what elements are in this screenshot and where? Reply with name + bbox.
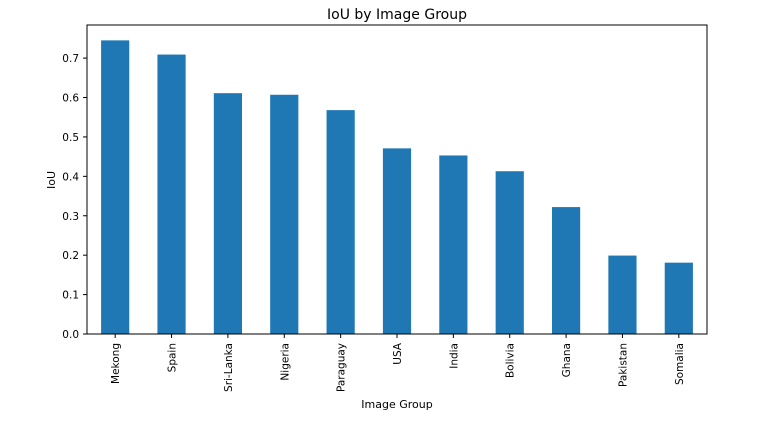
x-tick-label: Nigeria xyxy=(279,343,291,381)
bars-group xyxy=(101,40,693,335)
y-tick-label: 0.1 xyxy=(62,290,79,302)
bar-sri-lanka xyxy=(213,93,242,335)
bar-pakistan xyxy=(608,255,637,334)
x-tick-label: Bolivia xyxy=(505,343,517,378)
x-tick-label: Spain xyxy=(167,343,179,372)
bar-spain xyxy=(157,54,186,335)
y-tick-label: 0.2 xyxy=(62,250,79,262)
x-tick-label: India xyxy=(448,343,460,369)
bar-ghana xyxy=(552,207,581,334)
x-ticks-group: Mekong Spain Sri-Lanka Nigeria Paraguay USA In… xyxy=(110,334,686,392)
bar-nigeria xyxy=(270,94,299,334)
y-tick-label: 0.5 xyxy=(62,132,79,144)
x-axis-label: Image Group xyxy=(361,398,432,411)
bar-paraguay xyxy=(326,110,355,334)
x-tick-label: Sri-Lanka xyxy=(223,343,235,392)
y-tick-label: 0.7 xyxy=(62,53,79,65)
bar-somalia xyxy=(664,262,693,334)
chart-title: IoU by Image Group xyxy=(327,7,467,23)
bar-mekong xyxy=(101,40,130,335)
bar-india xyxy=(439,155,468,334)
bar-bolivia xyxy=(495,171,524,334)
plot-frame xyxy=(86,24,708,335)
x-tick-label: Pakistan xyxy=(617,343,629,387)
x-tick-label: Paraguay xyxy=(336,343,348,392)
x-tick-label: Mekong xyxy=(110,343,122,384)
y-axis-label: IoU xyxy=(45,171,58,189)
y-tick-label: 0.0 xyxy=(62,329,79,341)
x-tick-label: USA xyxy=(392,342,404,365)
y-tick-label: 0.6 xyxy=(62,93,79,105)
y-tick-label: 0.4 xyxy=(62,171,79,183)
x-tick-label: Ghana xyxy=(561,343,573,377)
y-ticks-group: 0.0 0.1 0.2 0.3 0.4 0.5 0.6 0.7 xyxy=(62,53,87,341)
bar-usa xyxy=(382,148,412,334)
x-tick-label: Somalia xyxy=(674,343,686,385)
y-tick-label: 0.3 xyxy=(62,211,79,223)
